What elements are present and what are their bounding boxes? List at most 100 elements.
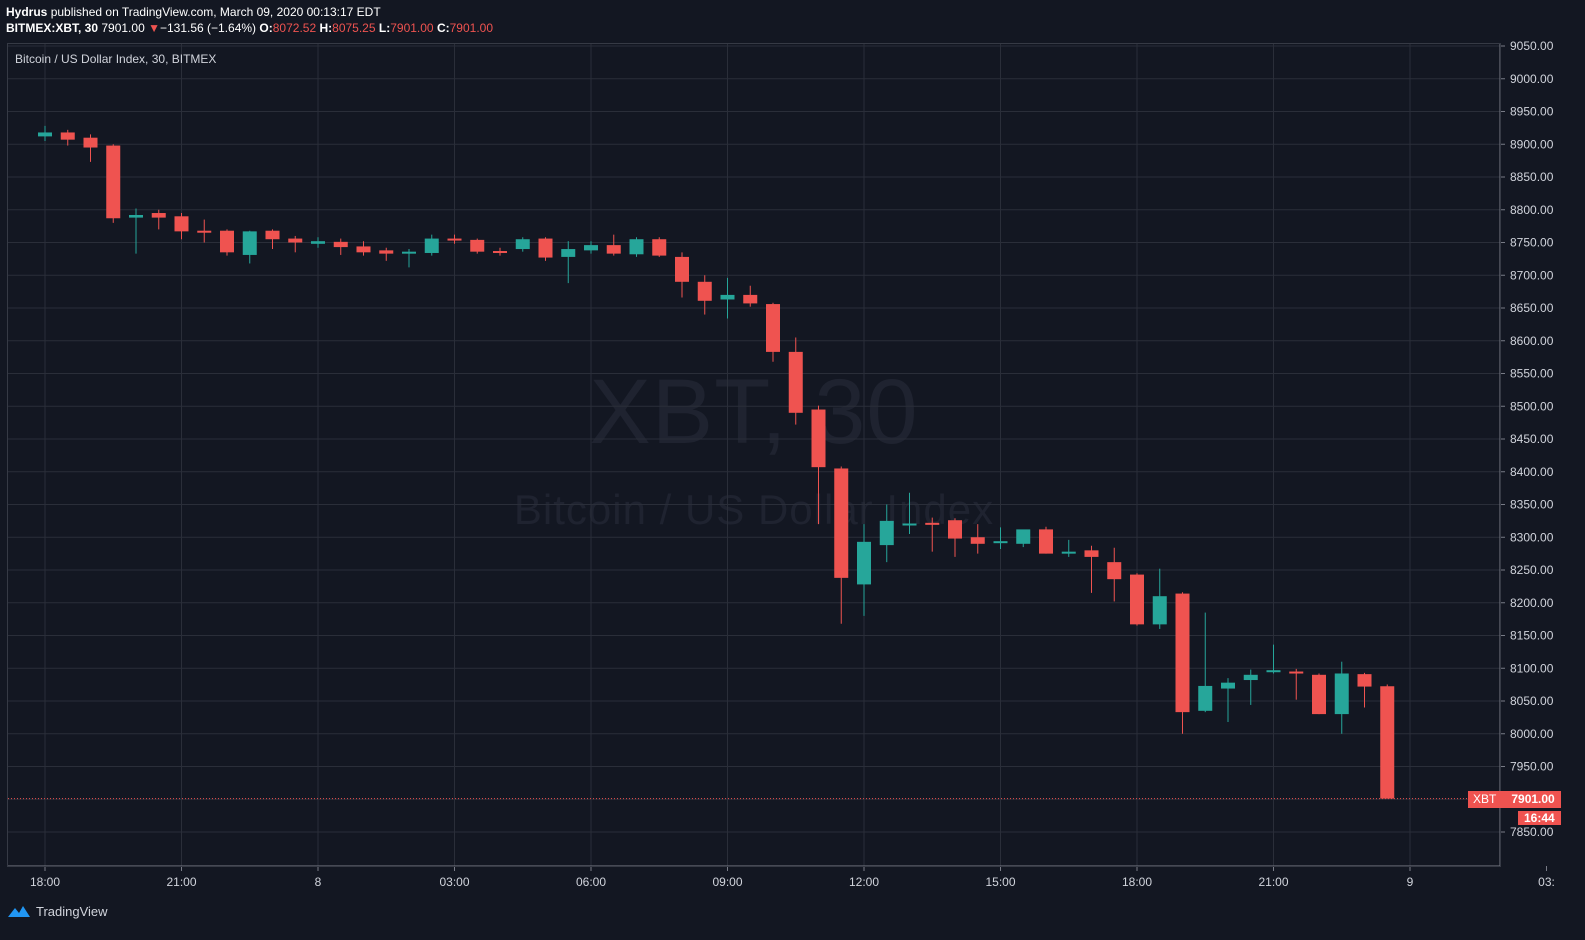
- candle-body: [1221, 682, 1235, 689]
- candle-body: [766, 304, 780, 352]
- y-tick-label: 8150.00: [1510, 629, 1554, 643]
- candle-body: [1016, 529, 1031, 544]
- candle-body: [1084, 550, 1099, 557]
- candle-down: [1380, 684, 1395, 799]
- high-value: 8075.25: [332, 21, 376, 35]
- candle-body: [902, 523, 917, 526]
- brand-name[interactable]: TradingView: [36, 903, 108, 919]
- candle-body: [1266, 670, 1281, 673]
- candle-body: [220, 230, 234, 253]
- candle-up: [242, 230, 257, 264]
- candle-body: [1130, 574, 1144, 625]
- candle-body: [447, 238, 462, 241]
- price-change: −131.56 (−1.64%): [159, 21, 257, 35]
- series-legend[interactable]: Bitcoin / US Dollar Index, 30, BITMEX: [15, 52, 217, 66]
- candle-body: [629, 239, 644, 255]
- candle-body: [1380, 686, 1395, 799]
- candle-body: [38, 132, 52, 137]
- candle-body: [1039, 529, 1053, 554]
- x-tick-label: 03:: [1538, 875, 1555, 889]
- candle-up: [38, 125, 52, 141]
- candle-down: [948, 518, 962, 557]
- y-tick-label: 9050.00: [1510, 39, 1554, 53]
- candle-body: [1061, 551, 1076, 554]
- tradingview-cloud-icon[interactable]: [6, 903, 32, 919]
- open-label: O:: [259, 21, 273, 35]
- candle-body: [1334, 673, 1349, 715]
- candle-body: [652, 239, 667, 256]
- candle-up: [584, 241, 598, 254]
- y-tick-label: 8950.00: [1510, 105, 1554, 119]
- close-value: 7901.00: [449, 21, 494, 35]
- y-tick-label: 8850.00: [1510, 170, 1554, 184]
- candle-up: [311, 237, 325, 248]
- symbol-label[interactable]: BITMEX:XBT, 30: [6, 21, 99, 35]
- candle-body: [515, 239, 530, 250]
- candle-body: [151, 213, 166, 218]
- candle-body: [1289, 671, 1304, 674]
- author-name[interactable]: Hydrus: [6, 5, 48, 19]
- candle-up: [720, 277, 735, 319]
- x-tick-label: 15:00: [985, 875, 1015, 889]
- bar-countdown: 16:44: [1518, 811, 1561, 825]
- candle-up: [1198, 612, 1213, 713]
- candle-body: [1243, 674, 1258, 681]
- candle-down: [288, 235, 303, 253]
- candle-up: [902, 492, 917, 534]
- candle-down: [1084, 545, 1099, 593]
- last-price-tag: XBT 7901.00: [1468, 791, 1561, 808]
- candle-down: [197, 219, 212, 243]
- candle-body: [311, 241, 325, 244]
- chart-pane[interactable]: [7, 43, 1501, 867]
- candle-body: [242, 231, 257, 255]
- candle-down: [1289, 668, 1304, 700]
- candle-down: [606, 234, 621, 256]
- candle-down: [493, 247, 507, 256]
- publish-line: Hydrus published on TradingView.com, Mar…: [6, 4, 493, 20]
- candle-body: [993, 541, 1008, 544]
- candle-down: [356, 241, 371, 256]
- candlestick-chart[interactable]: 7850.007900.007950.008000.008050.008100.…: [0, 0, 1585, 900]
- candle-body: [538, 238, 553, 258]
- candle-down: [652, 237, 667, 257]
- candles: [38, 125, 1395, 799]
- candle-down: [1039, 526, 1053, 554]
- low-value: 7901.00: [390, 21, 434, 35]
- x-tick-label: 12:00: [849, 875, 879, 889]
- candle-body: [356, 246, 371, 253]
- candle-body: [1357, 674, 1372, 687]
- candle-up: [879, 504, 894, 563]
- candle-down: [83, 134, 98, 162]
- candle-body: [743, 294, 758, 304]
- candle-down: [447, 234, 462, 244]
- y-tick-label: 8100.00: [1510, 661, 1554, 675]
- candle-up: [993, 527, 1008, 550]
- y-tick-label: 8500.00: [1510, 399, 1554, 413]
- candle-body: [402, 251, 416, 254]
- candle-up: [515, 237, 530, 252]
- candle-body: [129, 214, 143, 218]
- y-tick-label: 7850.00: [1510, 825, 1554, 839]
- candle-up: [1334, 661, 1349, 734]
- candle-up: [129, 208, 143, 254]
- candle-down: [151, 209, 166, 230]
- candle-body: [288, 238, 303, 243]
- symbol-watermark: XBT, 30: [589, 361, 919, 463]
- y-tick-label: 8450.00: [1510, 432, 1554, 446]
- x-tick-label: 18:00: [1122, 875, 1152, 889]
- candle-body: [675, 256, 689, 282]
- x-tick-label: 09:00: [712, 875, 742, 889]
- candle-up: [1061, 539, 1076, 557]
- candle-down: [811, 405, 826, 525]
- candle-body: [788, 351, 803, 413]
- candle-up: [424, 234, 439, 256]
- candle-up: [1152, 568, 1167, 629]
- candle-down: [970, 524, 985, 554]
- candle-down: [1107, 547, 1122, 602]
- change-down-icon: ▼: [148, 21, 160, 35]
- candle-body: [174, 216, 189, 232]
- candle-down: [743, 285, 758, 307]
- y-tick-label: 8900.00: [1510, 137, 1554, 151]
- price-tag-value: 7901.00: [1505, 791, 1561, 808]
- candle-down: [106, 144, 121, 223]
